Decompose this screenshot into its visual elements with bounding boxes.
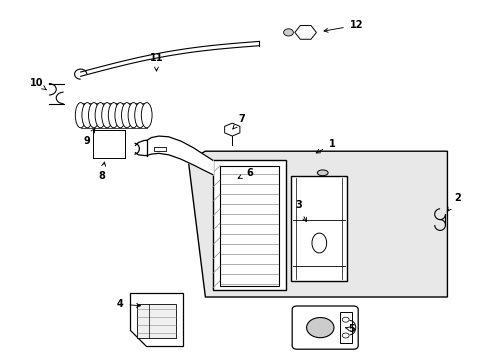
Ellipse shape [108,103,119,128]
Bar [339,312,351,343]
Text: 10: 10 [30,78,46,90]
Text: 11: 11 [149,53,163,71]
Ellipse shape [134,103,145,128]
Ellipse shape [81,103,93,128]
Text: 2: 2 [447,193,460,211]
Text: 8: 8 [98,162,105,181]
Text: 1: 1 [316,139,335,153]
Text: 4: 4 [116,299,140,309]
Ellipse shape [75,103,86,128]
Circle shape [342,317,348,322]
Circle shape [283,29,293,36]
Polygon shape [188,151,447,297]
Text: 9: 9 [83,129,95,146]
Text: 6: 6 [238,168,252,178]
Text: 5: 5 [345,324,355,334]
Polygon shape [212,160,285,290]
Ellipse shape [317,170,327,176]
Polygon shape [129,293,183,346]
Ellipse shape [95,103,106,128]
Ellipse shape [141,103,152,128]
Text: 7: 7 [232,114,245,129]
Circle shape [342,333,348,338]
Circle shape [306,318,333,338]
Ellipse shape [102,103,112,128]
Bar [154,147,166,151]
Text: 3: 3 [294,200,306,222]
Text: 12: 12 [324,20,363,32]
Bar [220,166,278,286]
FancyBboxPatch shape [292,306,357,349]
Bar [290,176,346,281]
Ellipse shape [115,103,125,128]
Bar [137,304,176,338]
Ellipse shape [88,103,99,128]
Ellipse shape [121,103,132,128]
Ellipse shape [128,103,139,128]
